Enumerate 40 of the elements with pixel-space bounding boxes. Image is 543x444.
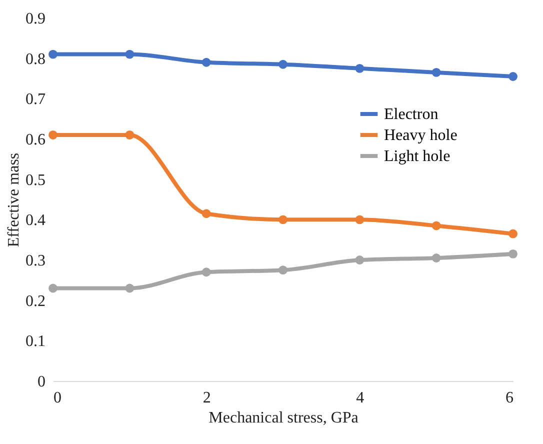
x-tick-label: 2 — [202, 390, 211, 406]
point — [508, 249, 518, 258]
y-tick-label: 0.7 — [26, 91, 46, 108]
x-tick-label: 4 — [356, 390, 364, 406]
point — [355, 256, 364, 264]
y-tick-label: 0.1 — [26, 333, 46, 350]
y-tick-label: 0.8 — [26, 50, 46, 68]
legend-label: Heavy hole — [384, 127, 458, 144]
point — [432, 221, 441, 230]
point — [432, 68, 441, 77]
legend-label: Electron — [384, 106, 438, 123]
y-axis-title: Effective mass — [6, 152, 22, 248]
y-tick-label: 0.4 — [26, 212, 46, 230]
legend-label: Light hole — [384, 148, 450, 165]
x-tick-label: 6 — [506, 390, 514, 406]
y-tick-label: 0.3 — [26, 252, 46, 270]
point — [48, 130, 58, 140]
point — [202, 58, 211, 67]
x-tick-label: 0 — [54, 390, 62, 406]
point — [278, 60, 288, 69]
point — [125, 130, 134, 140]
point — [202, 209, 211, 218]
point — [432, 254, 441, 262]
point — [508, 72, 518, 81]
y-tick-label: 0.2 — [26, 292, 46, 310]
point — [355, 215, 364, 224]
point — [278, 266, 288, 275]
y-tick-label: 0.9 — [26, 10, 46, 28]
point — [48, 284, 58, 293]
x-axis-title: Mechanical stress, GPa — [208, 410, 358, 426]
point — [278, 215, 288, 224]
point — [202, 268, 211, 277]
point — [508, 229, 518, 238]
y-tick-label: 0.5 — [26, 172, 46, 189]
y-tick-label: 0 — [38, 374, 46, 390]
point — [125, 50, 134, 59]
y-tick-label: 0.6 — [26, 132, 46, 148]
point — [48, 50, 58, 59]
point — [355, 64, 364, 73]
point — [125, 284, 134, 293]
